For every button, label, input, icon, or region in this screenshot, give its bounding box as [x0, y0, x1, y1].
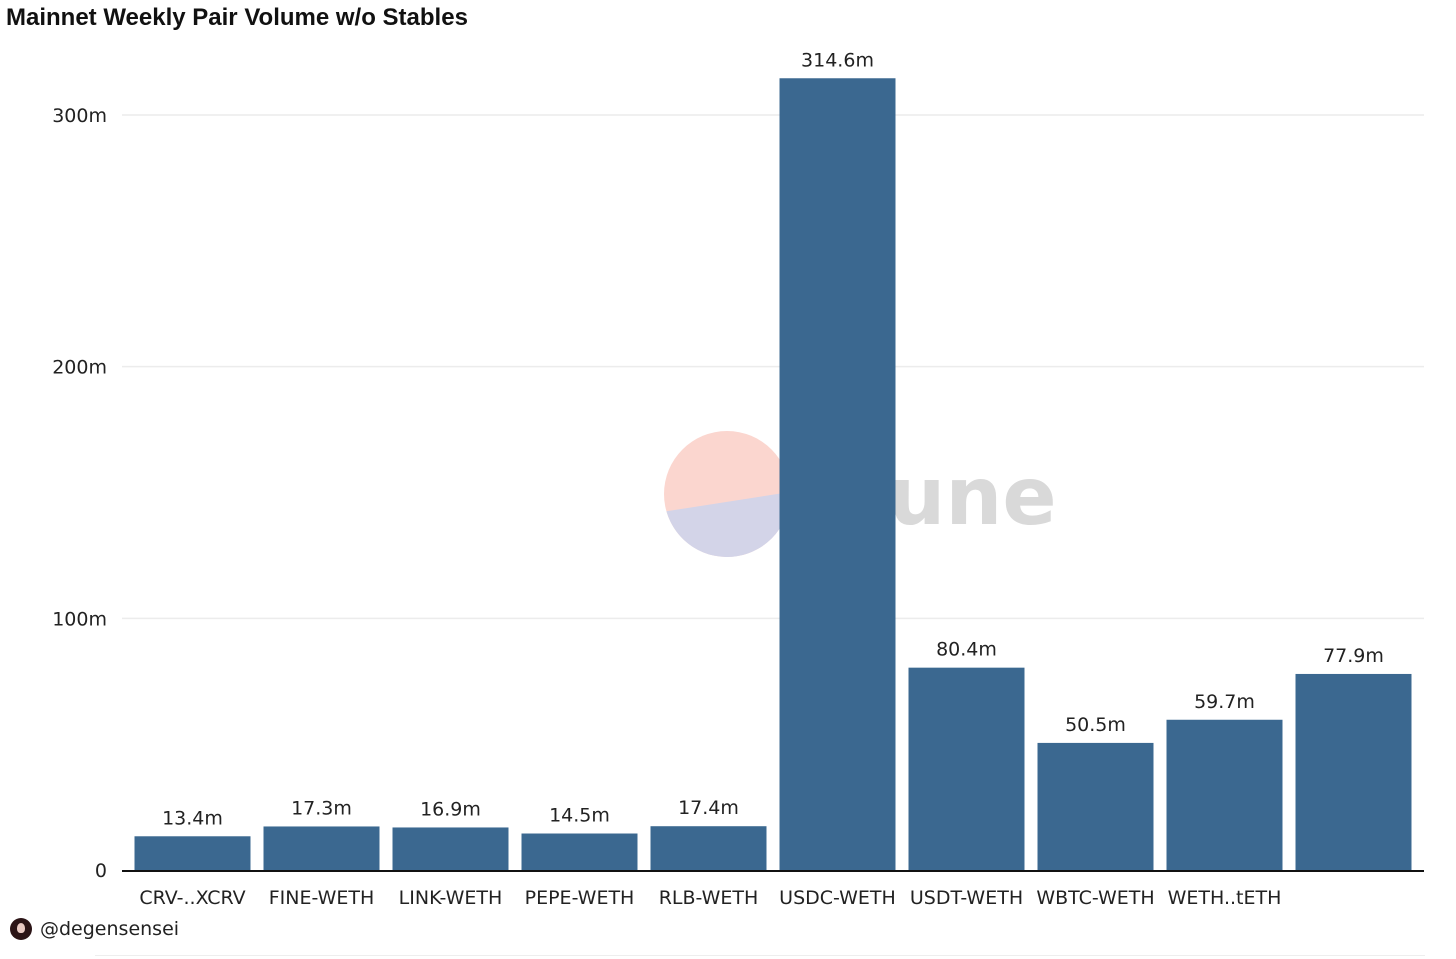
y-tick-label: 100m [52, 608, 107, 630]
x-tick-label: WBTC-WETH [1036, 887, 1154, 909]
bar[interactable] [392, 827, 509, 870]
bar[interactable] [134, 836, 251, 870]
x-tick-label: FINE-WETH [269, 887, 375, 909]
x-tick-label: PEPE-WETH [525, 887, 635, 909]
bar[interactable] [1037, 742, 1154, 870]
bar-value-label: 314.6m [801, 49, 874, 71]
bar-value-label: 80.4m [936, 639, 997, 661]
bar-value-label: 17.4m [678, 797, 739, 819]
footer: @degensensei [10, 918, 179, 940]
bar[interactable] [779, 78, 896, 871]
x-axis-ticks: CRV-..XCRV FINE-WETH LINK-WETH PEPE-WETH RLB… [139, 887, 1281, 909]
bar[interactable] [1166, 719, 1283, 870]
x-tick-label: USDT-WETH [910, 887, 1023, 909]
bar-value-label: 17.3m [291, 797, 352, 819]
divider [95, 955, 1425, 956]
x-tick-label: WETH..tETH [1168, 887, 1282, 909]
x-tick-label: RLB-WETH [659, 887, 759, 909]
bar[interactable] [908, 667, 1025, 870]
y-axis-ticks: 0 100m 200m 300m [52, 105, 107, 882]
x-tick-label: CRV-..XCRV [139, 887, 245, 909]
bars [134, 78, 1412, 871]
y-tick-label: 200m [52, 357, 107, 379]
bar[interactable] [263, 826, 380, 870]
author-handle[interactable]: @degensensei [40, 918, 180, 940]
bar-value-label: 13.4m [162, 807, 223, 829]
bar-value-label: 16.9m [420, 798, 481, 820]
bar[interactable] [1295, 673, 1412, 870]
bar[interactable] [521, 833, 638, 870]
x-tick-label: LINK-WETH [399, 887, 503, 909]
bar[interactable] [650, 826, 767, 870]
chart-title: Mainnet Weekly Pair Volume w/o Stables [6, 4, 468, 31]
bar-value-label: 14.5m [549, 805, 610, 827]
avatar[interactable] [10, 918, 32, 940]
watermark-logo-bottom [666, 492, 790, 558]
bar-value-label: 50.5m [1065, 714, 1126, 736]
grid-lines [122, 114, 1424, 620]
bar-value-label: 77.9m [1323, 645, 1384, 667]
y-tick-label: 0 [95, 860, 107, 882]
data-labels: 13.4m 17.3m 16.9m 14.5m 17.4m 314.6m 80.4m 50.5… [162, 49, 1384, 829]
y-tick-label: 300m [52, 105, 107, 127]
x-tick-label: USDC-WETH [779, 887, 896, 909]
bar-value-label: 59.7m [1194, 691, 1255, 713]
